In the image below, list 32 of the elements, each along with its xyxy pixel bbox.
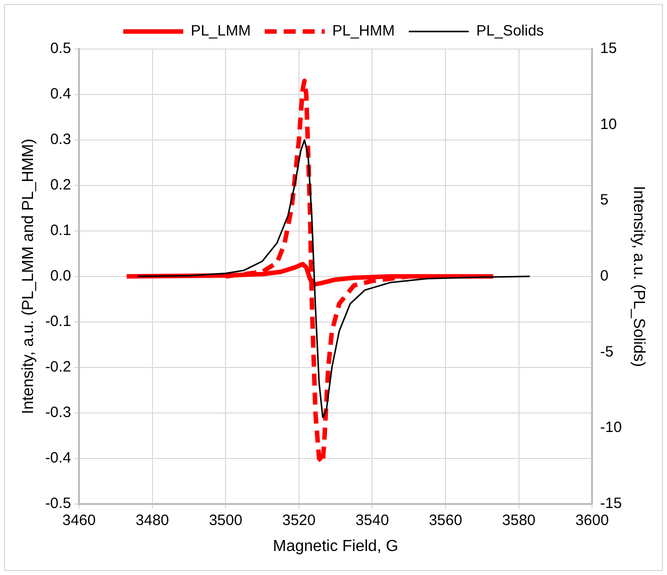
y2-tick-label: -10 — [600, 419, 622, 436]
y-tick-label: -0.1 — [45, 313, 72, 330]
y-tick-label: -0.5 — [45, 494, 72, 512]
y-axis-title: Intensity, a.u. (PL_LMM and PL_HMM) — [20, 138, 38, 414]
x-tick-label: 3520 — [282, 512, 316, 529]
y-tick-label: 0.1 — [50, 222, 72, 240]
y-tick-label: 0.0 — [50, 268, 72, 285]
x-axis-title: Magnetic Field, G — [272, 538, 398, 555]
y-tick-label: 0.5 — [50, 40, 72, 58]
y-tick-label: -0.4 — [45, 449, 72, 466]
y-tick-label: -0.3 — [45, 404, 72, 421]
y2-tick-label: 0 — [600, 268, 608, 285]
y2-tick-label: 10 — [600, 116, 617, 133]
x-tick-label: 3460 — [62, 512, 96, 529]
y-tick-label: 0.2 — [50, 176, 72, 194]
y-tick-label: -0.2 — [45, 358, 72, 376]
x-tick-label: 3560 — [428, 512, 462, 529]
x-tick-label: 3540 — [356, 512, 389, 529]
x-tick-label: 3480 — [136, 512, 170, 529]
y2-tick-label: -15 — [600, 494, 622, 512]
y2-tick-label: 5 — [600, 192, 608, 209]
x-tick-label: 3600 — [575, 512, 609, 529]
y2-tick-label: -5 — [600, 343, 614, 360]
y-tick-label: 0.4 — [50, 86, 72, 103]
y-tick-label: 0.3 — [50, 131, 72, 148]
legend-label: PL_HMM — [332, 22, 395, 40]
y2-tick-label: 15 — [600, 40, 617, 58]
legend-label: PL_Solids — [476, 22, 544, 40]
x-tick-label: 3580 — [502, 512, 536, 529]
y2-axis-title: Intensity, a.u. (PL_Solids) — [630, 186, 647, 367]
legend-label: PL_LMM — [190, 22, 251, 40]
x-tick-label: 3500 — [208, 512, 242, 529]
